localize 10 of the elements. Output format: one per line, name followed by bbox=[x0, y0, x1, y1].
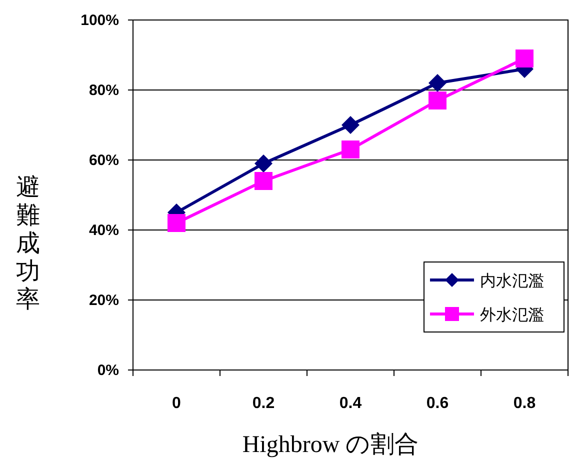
point bbox=[428, 74, 446, 92]
xlabel: Highbrow の割合 bbox=[242, 432, 419, 458]
point bbox=[168, 214, 186, 232]
point bbox=[428, 92, 446, 110]
point bbox=[254, 154, 272, 172]
point bbox=[516, 50, 534, 68]
ylabel: 避難成功率 bbox=[16, 175, 40, 313]
point bbox=[254, 172, 272, 190]
point bbox=[342, 116, 360, 134]
point bbox=[342, 140, 360, 158]
